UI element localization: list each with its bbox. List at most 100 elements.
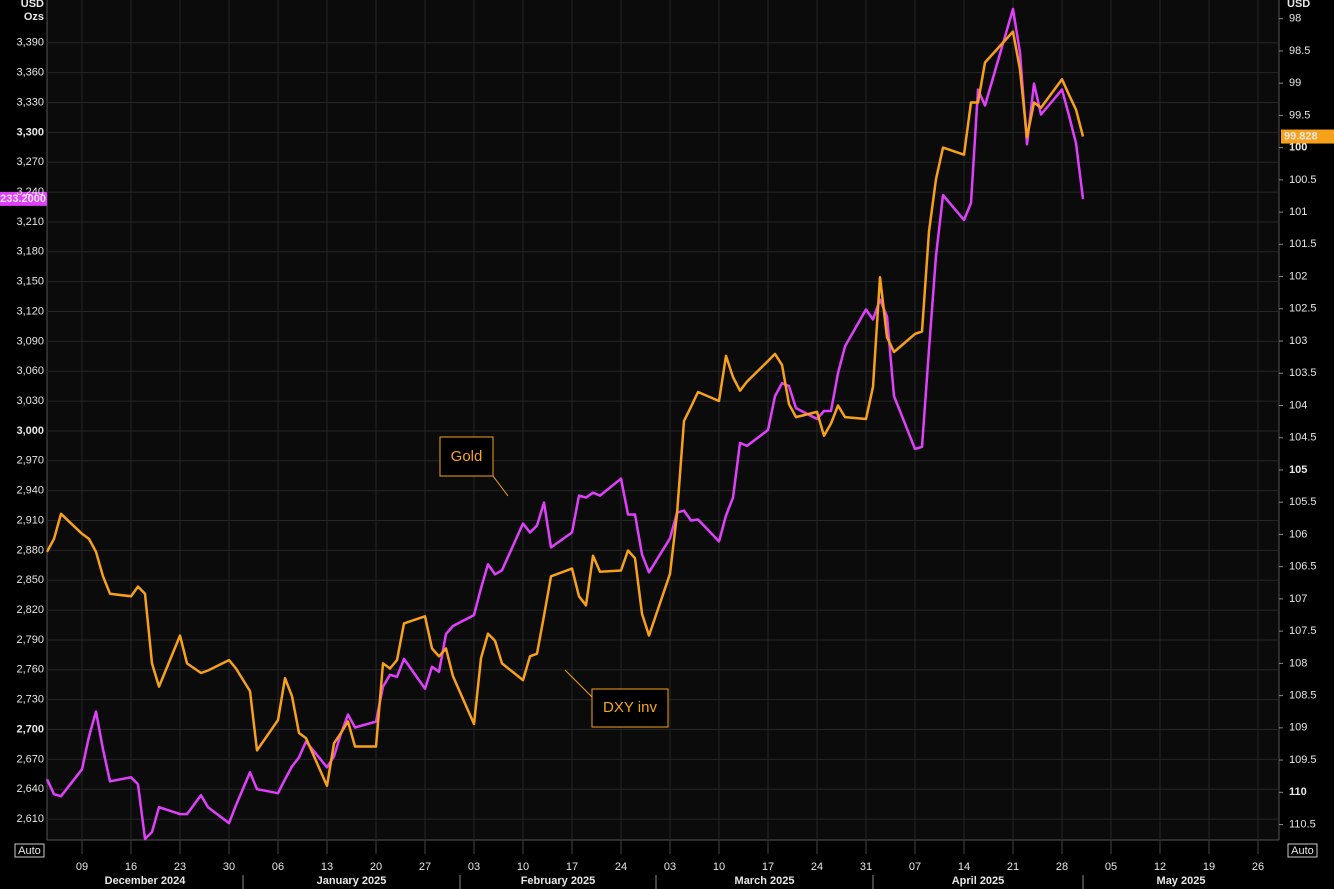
month-label: January 2025 bbox=[317, 875, 387, 887]
y2-tick-label: 105.5 bbox=[1289, 496, 1317, 508]
x-tick-label: 24 bbox=[811, 861, 823, 873]
y2-tick-label: 99 bbox=[1289, 77, 1301, 89]
x-tick-label: 14 bbox=[958, 861, 970, 873]
y-tick-label: 2,700 bbox=[16, 723, 44, 735]
y-tick-label: 2,730 bbox=[16, 694, 44, 706]
y-tick-label: 2,940 bbox=[16, 485, 44, 497]
y-tick-label: 3,060 bbox=[16, 365, 44, 377]
annotation-leader bbox=[564, 669, 593, 698]
y-tick-label: 2,640 bbox=[16, 783, 44, 795]
y-tick-label: 3,300 bbox=[16, 126, 44, 138]
x-tick-label: 10 bbox=[517, 861, 529, 873]
x-tick-label: 17 bbox=[762, 861, 774, 873]
last-value-label: 3233.2000 bbox=[0, 193, 46, 205]
y2-tick-label: 109 bbox=[1289, 722, 1307, 734]
y2-tick-label: 100 bbox=[1289, 142, 1307, 154]
y-axis-label: Ozs bbox=[24, 11, 44, 23]
y2-tick-label: 104.5 bbox=[1289, 432, 1317, 444]
y-tick-label: 2,850 bbox=[16, 574, 44, 586]
x-tick-label: 26 bbox=[1252, 861, 1264, 873]
y-tick-label: 2,820 bbox=[16, 604, 44, 616]
month-label: December 2024 bbox=[105, 875, 187, 887]
y2-tick-label: 107.5 bbox=[1289, 625, 1317, 637]
annotation-box bbox=[439, 436, 494, 477]
auto-button-frame[interactable] bbox=[14, 843, 45, 858]
y-tick-label: 2,970 bbox=[16, 455, 44, 467]
annotation-text: Gold bbox=[451, 448, 483, 465]
y2-tick-label: 98 bbox=[1289, 13, 1301, 25]
y2-tick-label: 101 bbox=[1289, 206, 1307, 218]
y2-tick-label: 103 bbox=[1289, 335, 1307, 347]
auto-button-label[interactable]: Auto bbox=[18, 845, 41, 857]
x-tick-label: 20 bbox=[370, 861, 382, 873]
y2-tick-label: 109.5 bbox=[1289, 754, 1317, 766]
month-label: April 2025 bbox=[952, 875, 1005, 887]
y-tick-label: 3,090 bbox=[16, 335, 44, 347]
x-tick-label: 17 bbox=[566, 861, 578, 873]
last-value-label: 99.828 bbox=[1284, 130, 1318, 142]
month-label: May 2025 bbox=[1157, 875, 1206, 887]
y-tick-label: 3,150 bbox=[16, 276, 44, 288]
y2-tick-label: 104 bbox=[1289, 399, 1307, 411]
x-tick-label: 19 bbox=[1203, 861, 1215, 873]
y-tick-label: 3,180 bbox=[16, 246, 44, 258]
last-value-box bbox=[1281, 129, 1334, 144]
annotation-text: DXY inv bbox=[603, 699, 657, 716]
x-tick-label: 23 bbox=[174, 861, 186, 873]
auto-button-frame[interactable] bbox=[1287, 843, 1318, 858]
y2-tick-label: 108 bbox=[1289, 657, 1307, 669]
y2-tick-label: 103.5 bbox=[1289, 367, 1317, 379]
annotation-box bbox=[591, 688, 669, 728]
x-tick-label: 28 bbox=[1056, 861, 1068, 873]
auto-button[interactable]: Auto bbox=[1287, 843, 1318, 858]
y-tick-label: 3,330 bbox=[16, 96, 44, 108]
y-tick-label: 3,120 bbox=[16, 305, 44, 317]
month-label: March 2025 bbox=[735, 875, 795, 887]
x-tick-label: 30 bbox=[223, 861, 235, 873]
auto-button[interactable]: Auto bbox=[14, 843, 45, 858]
y2-tick-label: 108.5 bbox=[1289, 690, 1317, 702]
y-tick-label: 3,210 bbox=[16, 216, 44, 228]
y-tick-label: 2,760 bbox=[16, 664, 44, 676]
x-tick-label: 07 bbox=[909, 861, 921, 873]
x-tick-label: 05 bbox=[1105, 861, 1117, 873]
y-tick-label: 2,880 bbox=[16, 544, 44, 556]
y2-tick-label: 106 bbox=[1289, 528, 1307, 540]
y-tick-label: 3,240 bbox=[16, 186, 44, 198]
x-tick-label: 21 bbox=[1007, 861, 1019, 873]
y2-tick-label: 98.5 bbox=[1289, 45, 1310, 57]
month-label: February 2025 bbox=[521, 875, 596, 887]
series-line bbox=[45, 30, 1085, 788]
x-tick-label: 24 bbox=[615, 861, 627, 873]
x-tick-label: 03 bbox=[468, 861, 480, 873]
y-axis-label: USD bbox=[21, 0, 44, 10]
y-tick-label: 3,030 bbox=[16, 395, 44, 407]
y-tick-label: 2,790 bbox=[16, 634, 44, 646]
y2-tick-label: 105 bbox=[1289, 464, 1307, 476]
x-tick-label: 06 bbox=[272, 861, 284, 873]
x-tick-label: 13 bbox=[321, 861, 333, 873]
x-tick-label: 27 bbox=[419, 861, 431, 873]
annotation: DXY inv bbox=[564, 669, 669, 728]
y2-tick-label: 110 bbox=[1289, 786, 1307, 798]
y2-tick-label: 99.5 bbox=[1289, 109, 1310, 121]
y-tick-label: 2,910 bbox=[16, 514, 44, 526]
x-tick-label: 16 bbox=[125, 861, 137, 873]
annotation: Gold bbox=[439, 436, 509, 497]
y2-tick-label: 102.5 bbox=[1289, 303, 1317, 315]
auto-button-label[interactable]: Auto bbox=[1291, 845, 1314, 857]
y2-axis-label: USD bbox=[1287, 0, 1310, 10]
y2-tick-label: 107 bbox=[1289, 593, 1307, 605]
series-line bbox=[45, 7, 1085, 841]
y-tick-label: 2,610 bbox=[16, 813, 44, 825]
y-tick-label: 3,390 bbox=[16, 37, 44, 49]
y2-tick-label: 100.5 bbox=[1289, 174, 1317, 186]
y-tick-label: 3,000 bbox=[16, 425, 44, 437]
y2-tick-label: 110.5 bbox=[1289, 818, 1316, 830]
y2-tick-label: 106.5 bbox=[1289, 561, 1317, 573]
x-tick-label: 03 bbox=[664, 861, 676, 873]
x-tick-label: 10 bbox=[713, 861, 725, 873]
x-tick-label: 31 bbox=[860, 861, 872, 873]
last-value-box bbox=[0, 191, 47, 206]
